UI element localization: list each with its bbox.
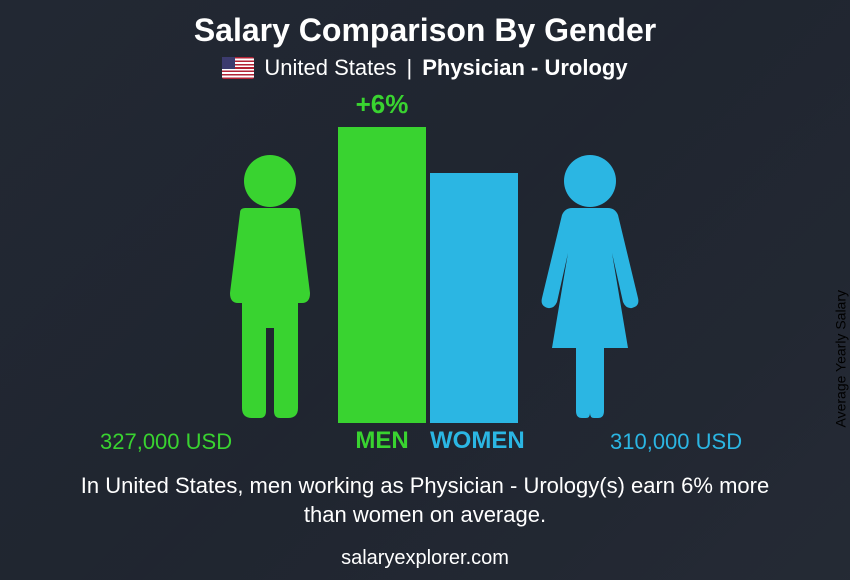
divider: | [406,55,412,81]
summary-text: In United States, men working as Physici… [60,471,790,530]
job-label: Physician - Urology [422,55,627,81]
men-salary-label: 327,000 USD [100,429,232,455]
women-gender-label: WOMEN [430,427,518,455]
female-person-icon [530,153,650,423]
male-person-icon [210,153,330,423]
women-salary-label: 310,000 USD [610,429,742,455]
footer-source: salaryexplorer.com [0,547,850,570]
women-bar [430,173,518,423]
page-title: Salary Comparison By Gender [0,0,850,49]
chart-area: +6% 327,000 USD MEN WOMEN 310,000 USD [0,95,850,455]
percent-difference-label: +6% [338,89,426,120]
y-axis-label: Average Yearly Salary [832,290,848,428]
subtitle-row: United States | Physician - Urology [0,55,850,81]
us-flag-icon [222,57,254,79]
men-bar [338,127,426,423]
men-gender-label: MEN [338,427,426,455]
country-label: United States [264,55,396,81]
